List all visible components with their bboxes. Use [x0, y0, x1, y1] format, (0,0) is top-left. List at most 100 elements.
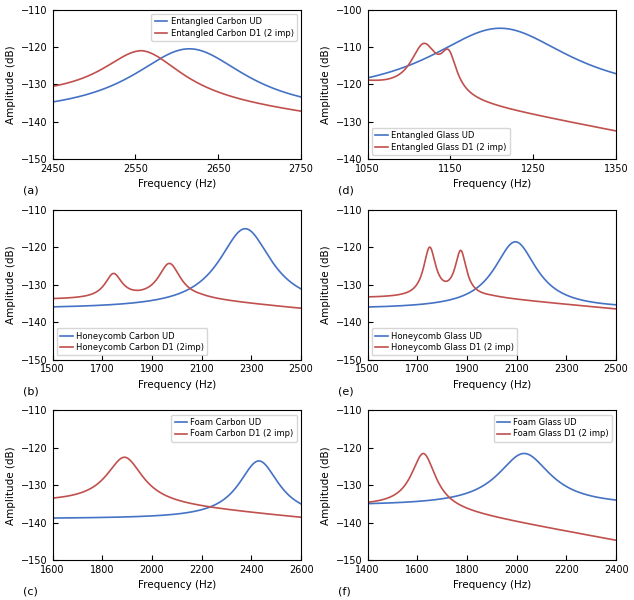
Legend: Foam Glass UD, Foam Glass D1 (2 imp): Foam Glass UD, Foam Glass D1 (2 imp): [494, 415, 612, 442]
Text: (b): (b): [23, 386, 39, 397]
Line: Honeycomb Glass UD: Honeycomb Glass UD: [368, 242, 616, 307]
X-axis label: Frequency (Hz): Frequency (Hz): [138, 580, 216, 590]
Entangled Glass D1 (2 imp): [392, 73, 399, 80]
Foam Carbon D1 (2 imp): [266, 511, 273, 518]
Entangled Carbon D1 (2 imp): [297, 107, 305, 115]
Foam Carbon UD: [292, 497, 300, 505]
Foam Glass D1 (2 imp): [607, 536, 615, 543]
Entangled Glass UD: [392, 67, 399, 74]
Line: Honeycomb Carbon UD: Honeycomb Carbon UD: [53, 229, 301, 307]
Honeycomb Glass UD: [607, 301, 615, 308]
Entangled Glass UD: [470, 31, 477, 38]
Honeycomb Glass D1 (2 imp): [459, 251, 467, 259]
Foam Carbon D1 (2 imp): [155, 488, 162, 495]
Honeycomb Glass UD: [512, 238, 519, 245]
Honeycomb Glass D1 (2 imp): [612, 305, 620, 313]
Honeycomb Carbon UD: [292, 283, 300, 290]
Honeycomb Glass UD: [459, 292, 467, 299]
Foam Glass D1 (2 imp): [459, 503, 467, 510]
Entangled Carbon UD: [292, 92, 300, 100]
X-axis label: Frequency (Hz): Frequency (Hz): [453, 580, 531, 590]
Foam Glass UD: [607, 496, 615, 503]
Honeycomb Carbon D1 (2imp): [266, 301, 273, 308]
Legend: Entangled Carbon UD, Entangled Carbon D1 (2 imp): Entangled Carbon UD, Entangled Carbon D1…: [152, 14, 297, 41]
Entangled Carbon D1 (2 imp): [155, 53, 162, 61]
Foam Glass D1 (2 imp): [470, 507, 477, 514]
Entangled Carbon UD: [144, 62, 152, 70]
Foam Carbon D1 (2 imp): [292, 513, 300, 520]
X-axis label: Frequency (Hz): Frequency (Hz): [453, 179, 531, 190]
Legend: Honeycomb Glass UD, Honeycomb Glass D1 (2 imp): Honeycomb Glass UD, Honeycomb Glass D1 (…: [372, 328, 517, 355]
Foam Carbon D1 (2 imp): [297, 514, 305, 521]
Honeycomb Glass UD: [407, 302, 415, 309]
Entangled Glass D1 (2 imp): [470, 91, 477, 98]
Honeycomb Carbon UD: [77, 302, 85, 310]
Foam Glass UD: [521, 450, 528, 457]
Entangled Glass D1 (2 imp): [420, 40, 428, 47]
Foam Glass UD: [459, 491, 467, 498]
Entangled Glass UD: [364, 74, 372, 82]
Entangled Carbon D1 (2 imp): [49, 83, 56, 90]
Honeycomb Carbon UD: [242, 225, 249, 232]
Y-axis label: Amplitude (dB): Amplitude (dB): [321, 245, 330, 324]
Entangled Carbon D1 (2 imp): [144, 49, 152, 56]
Foam Glass D1 (2 imp): [420, 450, 427, 457]
Entangled Carbon D1 (2 imp): [292, 107, 300, 114]
Y-axis label: Amplitude (dB): Amplitude (dB): [6, 245, 16, 324]
X-axis label: Frequency (Hz): Frequency (Hz): [453, 380, 531, 390]
Entangled Glass UD: [607, 68, 615, 76]
X-axis label: Frequency (Hz): Frequency (Hz): [138, 179, 216, 190]
Entangled Glass UD: [581, 59, 588, 66]
Honeycomb Carbon D1 (2imp): [155, 273, 162, 280]
Foam Glass UD: [392, 499, 399, 506]
Honeycomb Glass UD: [612, 301, 620, 308]
Honeycomb Carbon UD: [92, 302, 100, 309]
Line: Foam Glass D1 (2 imp): Foam Glass D1 (2 imp): [368, 454, 616, 540]
Honeycomb Carbon D1 (2imp): [165, 260, 173, 267]
Line: Foam Carbon D1 (2 imp): Foam Carbon D1 (2 imp): [53, 457, 301, 517]
Honeycomb Carbon UD: [266, 254, 273, 262]
Entangled Glass UD: [407, 61, 415, 68]
Honeycomb Carbon UD: [49, 303, 56, 310]
Foam Glass UD: [581, 491, 588, 498]
Entangled Carbon UD: [185, 45, 193, 52]
Foam Glass UD: [407, 498, 415, 505]
Y-axis label: Amplitude (dB): Amplitude (dB): [321, 45, 330, 124]
Foam Carbon D1 (2 imp): [77, 489, 85, 496]
Honeycomb Carbon UD: [297, 286, 305, 293]
Entangled Carbon D1 (2 imp): [77, 75, 85, 82]
Honeycomb Glass D1 (2 imp): [581, 302, 588, 310]
Text: (e): (e): [338, 386, 353, 397]
Honeycomb Glass D1 (2 imp): [470, 283, 477, 290]
Foam Glass D1 (2 imp): [612, 536, 620, 544]
Foam Carbon D1 (2 imp): [144, 479, 152, 486]
Foam Carbon D1 (2 imp): [121, 454, 129, 461]
Entangled Carbon D1 (2 imp): [138, 47, 146, 54]
Entangled Glass UD: [496, 25, 504, 32]
Honeycomb Carbon UD: [144, 298, 152, 305]
Entangled Carbon UD: [155, 56, 162, 63]
Entangled Carbon D1 (2 imp): [266, 102, 273, 109]
Honeycomb Carbon D1 (2imp): [49, 295, 56, 302]
Entangled Carbon D1 (2 imp): [92, 69, 100, 76]
Entangled Glass UD: [459, 35, 467, 43]
Foam Glass UD: [612, 496, 620, 503]
Honeycomb Glass UD: [364, 304, 372, 311]
Entangled Glass D1 (2 imp): [364, 76, 372, 83]
Line: Entangled Glass D1 (2 imp): Entangled Glass D1 (2 imp): [368, 43, 616, 131]
Foam Carbon UD: [266, 466, 273, 473]
Text: (f): (f): [338, 587, 351, 597]
Text: (c): (c): [23, 587, 37, 597]
Foam Glass D1 (2 imp): [392, 490, 399, 497]
Y-axis label: Amplitude (dB): Amplitude (dB): [6, 446, 16, 524]
Text: (d): (d): [338, 186, 354, 196]
Foam Carbon UD: [77, 514, 85, 521]
Y-axis label: Amplitude (dB): Amplitude (dB): [6, 45, 16, 124]
Entangled Glass D1 (2 imp): [581, 121, 588, 128]
Foam Carbon UD: [144, 512, 152, 520]
Foam Carbon UD: [155, 512, 162, 519]
Honeycomb Carbon D1 (2imp): [297, 305, 305, 312]
Foam Carbon UD: [255, 457, 262, 464]
Entangled Carbon UD: [92, 88, 100, 95]
Entangled Carbon UD: [77, 92, 85, 100]
